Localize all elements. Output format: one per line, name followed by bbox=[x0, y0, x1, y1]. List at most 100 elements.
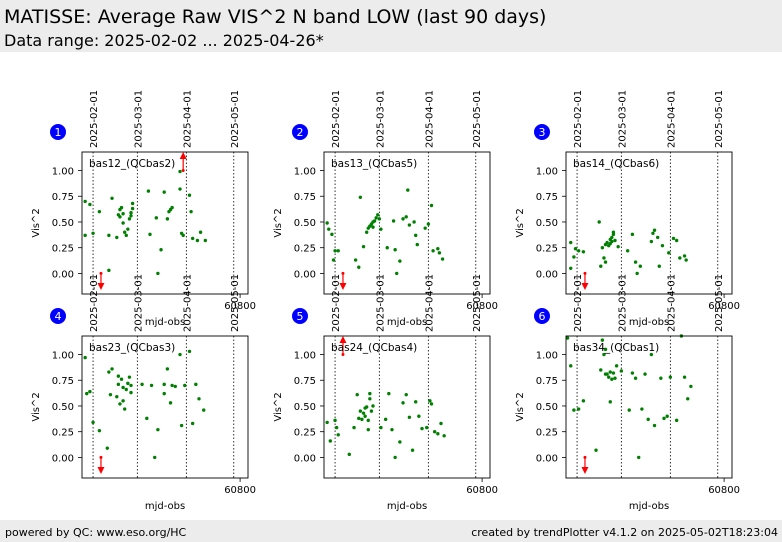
data-point bbox=[83, 355, 87, 360]
y-axis-label: Vis^2 bbox=[515, 208, 526, 237]
chart-panel-1: 2025-02-01 2025-03-01 2025-04-01 2025-05-01… bbox=[31, 90, 256, 328]
data-point bbox=[358, 409, 363, 413]
data-point bbox=[118, 215, 122, 219]
data-point bbox=[121, 212, 125, 216]
date-marker-label: 2025-02-01 bbox=[89, 90, 100, 148]
data-point bbox=[129, 214, 133, 218]
data-point bbox=[183, 383, 187, 388]
date-marker-label: 2025-05-01 bbox=[472, 274, 483, 332]
data-point bbox=[108, 392, 113, 397]
data-point bbox=[569, 364, 573, 368]
panel-number-text: 3 bbox=[539, 126, 546, 139]
data-point bbox=[121, 385, 125, 390]
data-point bbox=[423, 226, 427, 230]
data-point bbox=[178, 169, 182, 174]
y-tick-label: 0.00 bbox=[294, 453, 316, 464]
baseline-label: bas23_(QCbas3) bbox=[89, 342, 175, 354]
data-point bbox=[662, 416, 666, 421]
data-point bbox=[597, 220, 601, 224]
data-point bbox=[366, 418, 370, 423]
data-point bbox=[383, 417, 388, 422]
data-point bbox=[91, 420, 95, 425]
y-tick-label: 1.00 bbox=[52, 167, 74, 178]
data-point bbox=[417, 414, 421, 418]
data-point bbox=[165, 367, 170, 371]
data-point bbox=[649, 352, 654, 357]
data-point bbox=[203, 238, 208, 243]
data-point bbox=[91, 231, 95, 235]
y-tick-label: 0.25 bbox=[294, 244, 316, 255]
data-point bbox=[127, 375, 132, 379]
date-marker-label: 2025-04-01 bbox=[424, 90, 435, 148]
footer-credit[interactable]: powered by QC: www.eso.org/HC bbox=[5, 526, 187, 539]
y-tick-label: 1.00 bbox=[52, 351, 74, 362]
data-point bbox=[429, 402, 434, 406]
y-tick-label: 0.00 bbox=[52, 453, 74, 464]
data-point bbox=[608, 370, 612, 374]
date-marker-label: 2025-05-01 bbox=[230, 274, 241, 332]
y-tick-label: 0.75 bbox=[52, 376, 74, 387]
data-point bbox=[107, 370, 111, 374]
data-point bbox=[368, 391, 372, 396]
x-axis-label: mjd-obs bbox=[629, 317, 669, 328]
chart-panel-2: 2025-02-01 2025-03-01 2025-04-01 2025-05-01… bbox=[273, 90, 498, 328]
data-point bbox=[357, 416, 361, 421]
date-marker-label: 2025-02-01 bbox=[331, 274, 342, 332]
x-axis-label: mjd-obs bbox=[145, 501, 185, 512]
data-point bbox=[178, 187, 182, 191]
baseline-label: bas24_(QCbas4) bbox=[331, 342, 417, 354]
date-marker-label: 2025-04-01 bbox=[424, 274, 435, 332]
data-point bbox=[189, 209, 193, 214]
data-point bbox=[110, 196, 114, 201]
data-point bbox=[610, 235, 614, 240]
data-point bbox=[684, 258, 688, 262]
data-point bbox=[377, 217, 382, 221]
data-point bbox=[652, 423, 657, 428]
data-point bbox=[190, 421, 195, 426]
data-point bbox=[436, 432, 440, 436]
data-point bbox=[154, 216, 159, 220]
data-point bbox=[605, 372, 609, 376]
data-point bbox=[353, 258, 358, 262]
data-point bbox=[146, 189, 151, 193]
data-point bbox=[678, 256, 682, 260]
data-point bbox=[431, 249, 435, 253]
chart-panel-3: 2025-02-01 2025-03-01 2025-04-01 2025-05-01… bbox=[515, 90, 740, 328]
data-point bbox=[162, 391, 166, 396]
data-point bbox=[336, 433, 340, 437]
data-point bbox=[127, 217, 132, 221]
data-point bbox=[170, 205, 174, 210]
data-point bbox=[412, 220, 416, 224]
data-point bbox=[197, 397, 201, 401]
x-axis-label: mjd-obs bbox=[629, 501, 669, 512]
panel-number-text: 4 bbox=[55, 310, 62, 323]
data-point bbox=[168, 401, 173, 405]
data-point bbox=[594, 448, 598, 452]
data-point bbox=[156, 271, 160, 276]
x-tick-label: 60800 bbox=[466, 301, 498, 312]
data-point bbox=[83, 199, 87, 204]
data-point bbox=[576, 249, 581, 253]
data-point bbox=[385, 245, 389, 250]
data-point bbox=[565, 336, 570, 340]
data-point bbox=[357, 265, 361, 269]
y-tick-label: 0.00 bbox=[536, 269, 558, 280]
chart-panel-6: 2025-02-01 2025-03-01 2025-04-01 2025-05-01… bbox=[515, 274, 740, 512]
data-point bbox=[129, 390, 133, 395]
data-point bbox=[657, 264, 661, 268]
data-point bbox=[195, 238, 200, 243]
x-tick-label: 60800 bbox=[224, 485, 256, 496]
data-point bbox=[148, 232, 152, 237]
data-point bbox=[116, 374, 121, 378]
panel-number-badge bbox=[50, 124, 66, 140]
data-point bbox=[325, 221, 329, 225]
data-point bbox=[603, 347, 608, 352]
data-point bbox=[682, 375, 687, 379]
data-point bbox=[682, 254, 687, 258]
data-point bbox=[156, 427, 160, 432]
trend-plot-grid: 2025-02-01 2025-03-01 2025-04-01 2025-05-01… bbox=[31, 90, 740, 512]
data-point bbox=[581, 250, 586, 254]
data-point bbox=[376, 213, 380, 217]
data-point bbox=[374, 216, 378, 220]
outlier-arrow-head bbox=[581, 283, 589, 290]
